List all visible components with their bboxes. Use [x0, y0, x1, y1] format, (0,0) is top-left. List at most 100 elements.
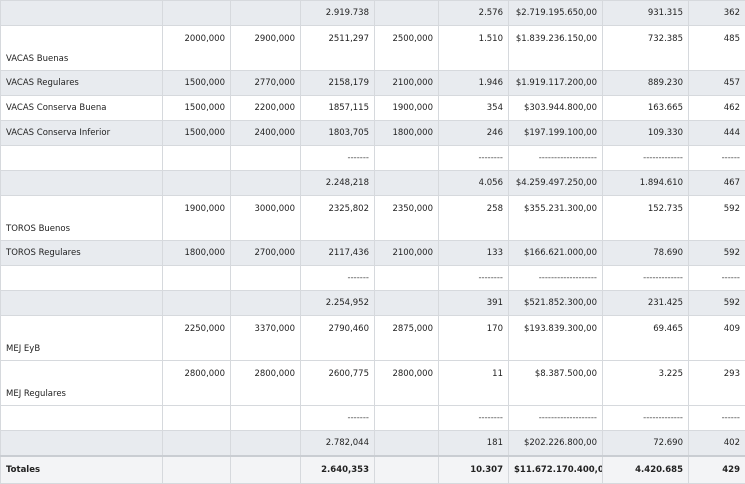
- value-cell: -------: [301, 406, 375, 431]
- row-label-cell: MEJ EyB: [1, 316, 163, 361]
- row-label-cell: TOROS Buenos: [1, 196, 163, 241]
- value-cell: 462: [689, 96, 745, 121]
- value-cell: [163, 291, 231, 316]
- value-cell: 409: [689, 316, 745, 361]
- value-cell: 163.665: [603, 96, 689, 121]
- value-cell: [163, 406, 231, 431]
- value-cell: ------: [689, 146, 745, 171]
- value-cell: -------: [301, 146, 375, 171]
- row-label-cell: Totales: [1, 456, 163, 484]
- value-cell: 11: [439, 361, 509, 406]
- value-cell: 1857,115: [301, 96, 375, 121]
- value-cell: [375, 1, 439, 26]
- value-cell: $197.199.100,00: [509, 121, 603, 146]
- value-cell: $303.944.800,00: [509, 96, 603, 121]
- value-cell: $1.919.117.200,00: [509, 71, 603, 96]
- row-label-cell: [1, 1, 163, 26]
- value-cell: 1.946: [439, 71, 509, 96]
- value-cell: 2350,000: [375, 196, 439, 241]
- value-cell: 444: [689, 121, 745, 146]
- value-cell: $11.672.170.400,00: [509, 456, 603, 484]
- value-cell: 1800,000: [163, 241, 231, 266]
- value-cell: [231, 431, 301, 457]
- value-cell: 2700,000: [231, 241, 301, 266]
- value-cell: 467: [689, 171, 745, 196]
- value-cell: 231.425: [603, 291, 689, 316]
- value-cell: 2250,000: [163, 316, 231, 361]
- row-label-cell: VACAS Conserva Buena: [1, 96, 163, 121]
- value-cell: 1500,000: [163, 121, 231, 146]
- value-cell: 69.465: [603, 316, 689, 361]
- value-cell: [375, 456, 439, 484]
- value-cell: [163, 431, 231, 457]
- value-cell: 4.056: [439, 171, 509, 196]
- value-cell: 2400,000: [231, 121, 301, 146]
- value-cell: $1.839.236.150,00: [509, 26, 603, 71]
- value-cell: 78.690: [603, 241, 689, 266]
- value-cell: 2790,460: [301, 316, 375, 361]
- row-label-cell: MEJ Regulares: [1, 361, 163, 406]
- value-cell: 2.782,044: [301, 431, 375, 457]
- value-cell: 931.315: [603, 1, 689, 26]
- row-label-cell: [1, 291, 163, 316]
- value-cell: [163, 266, 231, 291]
- row-label-cell: VACAS Conserva Inferior: [1, 121, 163, 146]
- value-cell: 354: [439, 96, 509, 121]
- row-label-cell: [1, 266, 163, 291]
- value-cell: 1.510: [439, 26, 509, 71]
- value-cell: [163, 171, 231, 196]
- value-cell: 2100,000: [375, 241, 439, 266]
- value-cell: 457: [689, 71, 745, 96]
- value-cell: 1500,000: [163, 71, 231, 96]
- value-cell: 133: [439, 241, 509, 266]
- value-cell: [375, 291, 439, 316]
- value-cell: 10.307: [439, 456, 509, 484]
- value-cell: --------: [439, 406, 509, 431]
- value-cell: [375, 146, 439, 171]
- value-cell: 2875,000: [375, 316, 439, 361]
- value-cell: 2511,297: [301, 26, 375, 71]
- value-cell: $202.226.800,00: [509, 431, 603, 457]
- value-cell: 246: [439, 121, 509, 146]
- row-label-cell: VACAS Regulares: [1, 71, 163, 96]
- table-row: ----------------------------------------…: [1, 406, 745, 431]
- value-cell: 1800,000: [375, 121, 439, 146]
- value-cell: 2.254,952: [301, 291, 375, 316]
- value-cell: [231, 266, 301, 291]
- value-cell: 3.225: [603, 361, 689, 406]
- row-label-cell: [1, 431, 163, 457]
- value-cell: [163, 146, 231, 171]
- value-cell: $2.719.195.650,00: [509, 1, 603, 26]
- value-cell: 2.919.738: [301, 1, 375, 26]
- value-cell: 2800,000: [375, 361, 439, 406]
- value-cell: -------------: [603, 146, 689, 171]
- value-cell: 109.330: [603, 121, 689, 146]
- value-cell: $521.852.300,00: [509, 291, 603, 316]
- value-cell: 2325,802: [301, 196, 375, 241]
- value-cell: ------: [689, 406, 745, 431]
- value-cell: [375, 406, 439, 431]
- value-cell: -------------------: [509, 266, 603, 291]
- value-cell: 592: [689, 291, 745, 316]
- value-cell: 3000,000: [231, 196, 301, 241]
- table-row: ----------------------------------------…: [1, 146, 745, 171]
- value-cell: -------------------: [509, 406, 603, 431]
- value-cell: $166.621.000,00: [509, 241, 603, 266]
- value-cell: 2770,000: [231, 71, 301, 96]
- value-cell: 2900,000: [231, 26, 301, 71]
- value-cell: 4.420.685: [603, 456, 689, 484]
- value-cell: [231, 146, 301, 171]
- value-cell: 293: [689, 361, 745, 406]
- value-cell: 391: [439, 291, 509, 316]
- value-cell: 2117,436: [301, 241, 375, 266]
- value-cell: [231, 1, 301, 26]
